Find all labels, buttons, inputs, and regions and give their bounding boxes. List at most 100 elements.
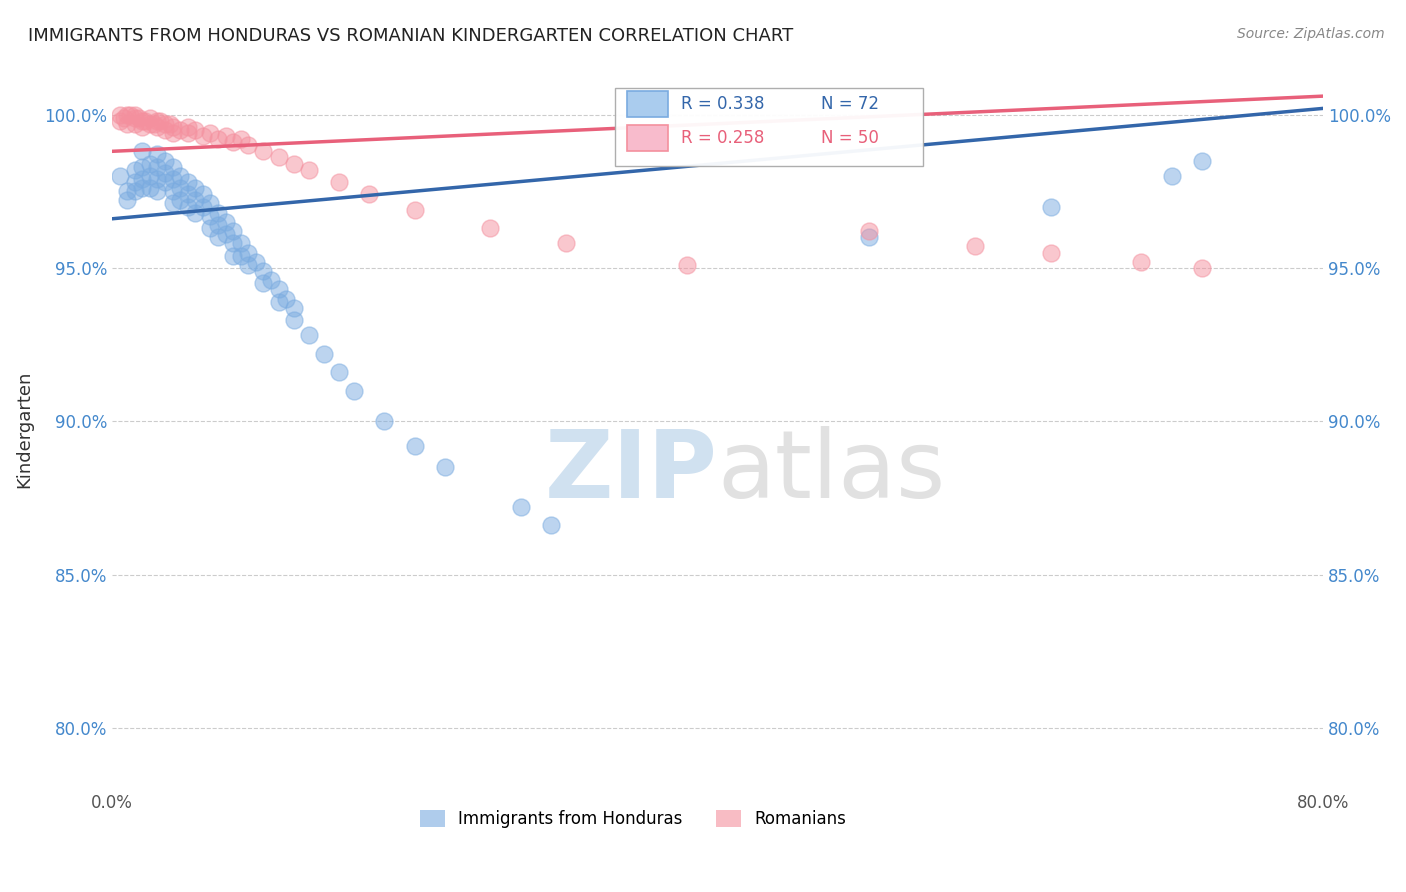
Immigrants from Honduras xyxy=(153,175,176,189)
Immigrants from Honduras xyxy=(131,145,153,159)
Romanians xyxy=(131,113,153,128)
Immigrants from Honduras xyxy=(343,384,366,398)
Immigrants from Honduras xyxy=(229,236,252,251)
Romanians xyxy=(176,120,198,134)
Romanians xyxy=(479,221,502,235)
Text: N = 50: N = 50 xyxy=(821,128,879,146)
Romanians xyxy=(162,120,184,134)
Romanians xyxy=(676,258,699,272)
Immigrants from Honduras xyxy=(169,169,191,183)
Immigrants from Honduras xyxy=(200,196,222,211)
Romanians xyxy=(153,123,176,137)
Immigrants from Honduras xyxy=(200,209,222,223)
Immigrants from Honduras xyxy=(207,230,229,244)
Immigrants from Honduras xyxy=(162,184,184,198)
Romanians xyxy=(120,107,142,121)
FancyBboxPatch shape xyxy=(627,125,668,151)
Romanians xyxy=(229,132,252,146)
Immigrants from Honduras xyxy=(229,249,252,263)
Romanians xyxy=(1130,254,1153,268)
Romanians xyxy=(115,107,138,121)
Romanians xyxy=(112,111,135,125)
Romanians xyxy=(404,202,426,217)
Romanians xyxy=(1039,245,1062,260)
Immigrants from Honduras xyxy=(146,172,169,186)
Immigrants from Honduras xyxy=(146,147,169,161)
Immigrants from Honduras xyxy=(1160,169,1182,183)
Immigrants from Honduras xyxy=(153,166,176,180)
Immigrants from Honduras xyxy=(222,236,245,251)
Immigrants from Honduras xyxy=(858,230,880,244)
Romanians xyxy=(207,132,229,146)
Immigrants from Honduras xyxy=(139,181,162,195)
Immigrants from Honduras xyxy=(191,187,214,202)
Immigrants from Honduras xyxy=(162,160,184,174)
Immigrants from Honduras xyxy=(207,205,229,219)
Romanians xyxy=(124,117,146,131)
Immigrants from Honduras xyxy=(176,187,198,202)
Text: R = 0.258: R = 0.258 xyxy=(682,128,765,146)
Romanians xyxy=(124,107,146,121)
Text: Source: ZipAtlas.com: Source: ZipAtlas.com xyxy=(1237,27,1385,41)
Romanians xyxy=(162,126,184,140)
Immigrants from Honduras xyxy=(162,196,184,211)
Immigrants from Honduras xyxy=(115,194,138,208)
Immigrants from Honduras xyxy=(184,181,207,195)
Romanians xyxy=(200,126,222,140)
Immigrants from Honduras xyxy=(184,194,207,208)
Immigrants from Honduras xyxy=(373,414,395,428)
Romanians xyxy=(963,239,986,253)
Immigrants from Honduras xyxy=(115,184,138,198)
Immigrants from Honduras xyxy=(245,254,267,268)
Romanians xyxy=(139,111,162,125)
Immigrants from Honduras xyxy=(1191,153,1213,168)
Immigrants from Honduras xyxy=(176,200,198,214)
Text: IMMIGRANTS FROM HONDURAS VS ROMANIAN KINDERGARTEN CORRELATION CHART: IMMIGRANTS FROM HONDURAS VS ROMANIAN KIN… xyxy=(28,27,793,45)
Immigrants from Honduras xyxy=(169,194,191,208)
Immigrants from Honduras xyxy=(260,273,283,287)
FancyBboxPatch shape xyxy=(614,88,924,166)
Immigrants from Honduras xyxy=(184,205,207,219)
Immigrants from Honduras xyxy=(267,282,290,296)
Romanians xyxy=(146,120,169,134)
Immigrants from Honduras xyxy=(214,215,236,229)
Immigrants from Honduras xyxy=(139,169,162,183)
Romanians xyxy=(153,117,176,131)
Immigrants from Honduras xyxy=(146,184,169,198)
Immigrants from Honduras xyxy=(267,294,290,309)
Immigrants from Honduras xyxy=(124,162,146,177)
Romanians xyxy=(328,175,350,189)
Immigrants from Honduras xyxy=(312,347,335,361)
Romanians xyxy=(124,111,146,125)
Romanians xyxy=(1191,260,1213,275)
Immigrants from Honduras xyxy=(124,184,146,198)
Immigrants from Honduras xyxy=(298,328,321,343)
Romanians xyxy=(131,120,153,134)
Immigrants from Honduras xyxy=(252,264,274,278)
Immigrants from Honduras xyxy=(131,160,153,174)
Romanians xyxy=(176,126,198,140)
Immigrants from Honduras xyxy=(153,153,176,168)
Romanians xyxy=(555,236,578,251)
Romanians xyxy=(222,135,245,149)
Romanians xyxy=(184,123,207,137)
Text: R = 0.338: R = 0.338 xyxy=(682,95,765,112)
Romanians xyxy=(115,117,138,131)
Immigrants from Honduras xyxy=(540,518,562,533)
Immigrants from Honduras xyxy=(222,224,245,238)
Romanians xyxy=(146,113,169,128)
Immigrants from Honduras xyxy=(1039,200,1062,214)
Immigrants from Honduras xyxy=(146,160,169,174)
Romanians xyxy=(191,128,214,143)
Romanians xyxy=(108,107,131,121)
Romanians xyxy=(267,151,290,165)
Romanians xyxy=(108,113,131,128)
Romanians xyxy=(139,117,162,131)
FancyBboxPatch shape xyxy=(627,91,668,117)
Immigrants from Honduras xyxy=(169,181,191,195)
Legend: Immigrants from Honduras, Romanians: Immigrants from Honduras, Romanians xyxy=(413,804,852,835)
Immigrants from Honduras xyxy=(328,365,350,379)
Immigrants from Honduras xyxy=(222,249,245,263)
Romanians xyxy=(858,224,880,238)
Immigrants from Honduras xyxy=(252,276,274,290)
